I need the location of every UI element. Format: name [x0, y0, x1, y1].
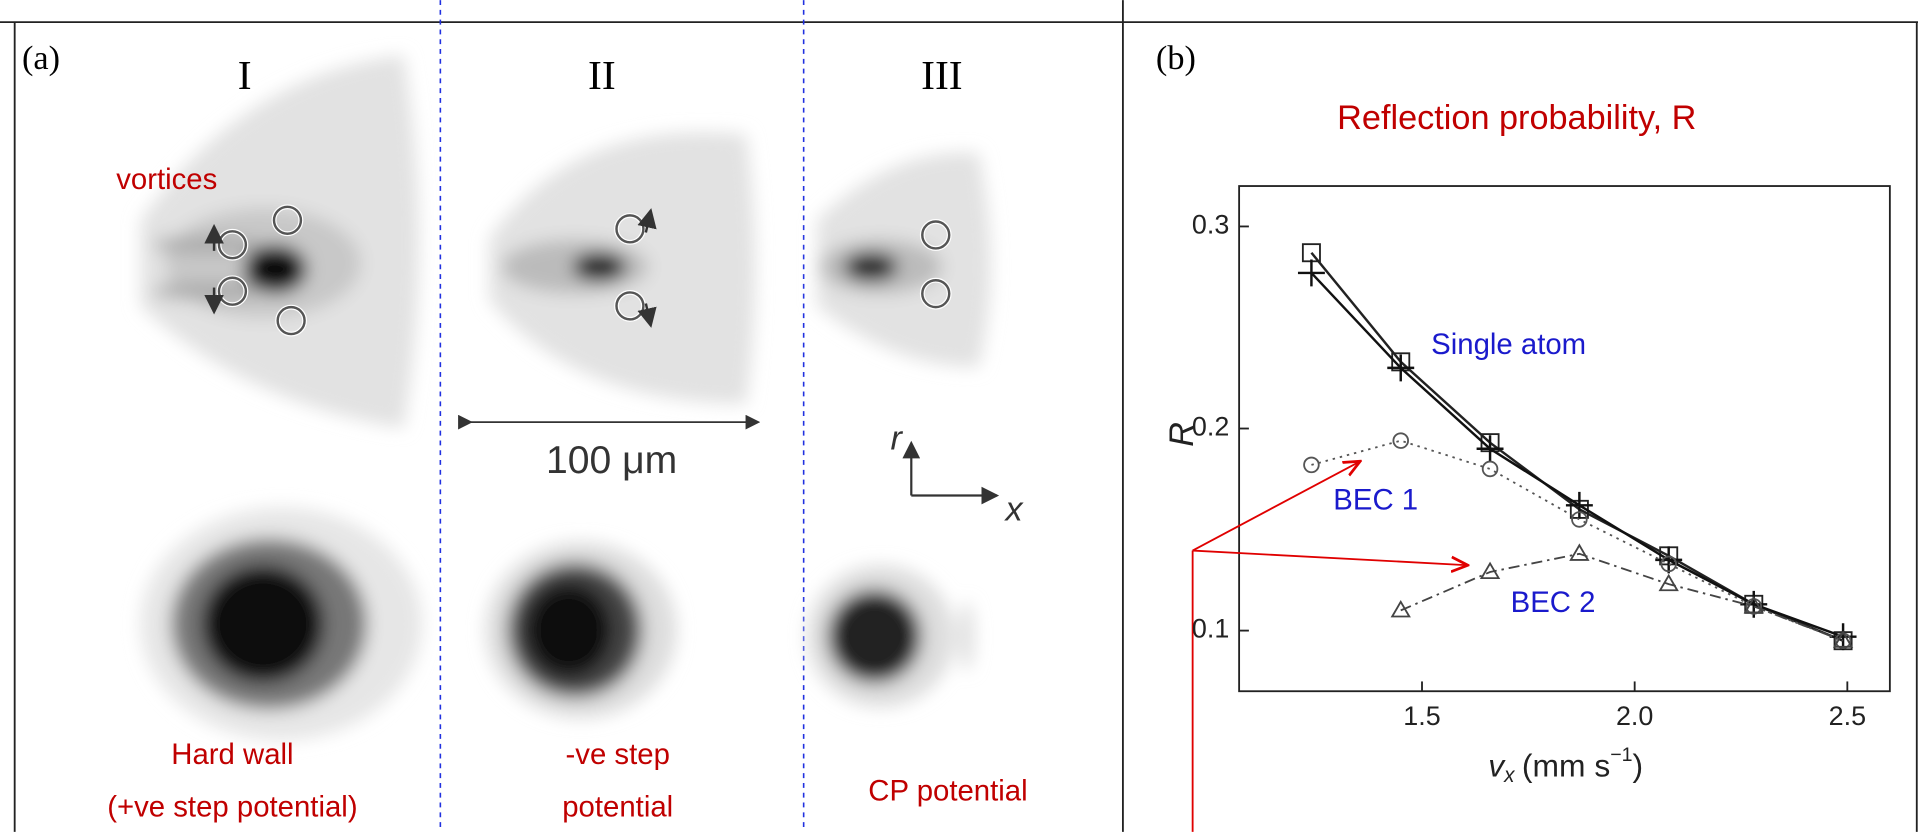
- x-tick-label: 2.0: [1616, 701, 1653, 731]
- axis-symbol: x: [1003, 490, 1024, 528]
- annotation: BEC 1: [1333, 483, 1418, 516]
- series-line: [1311, 253, 1843, 641]
- panel-label: (b): [1156, 39, 1196, 77]
- x-axis-label: vx(mm s−1): [1488, 744, 1643, 787]
- marker: [1483, 462, 1498, 477]
- caption: (+ve step potential): [107, 790, 357, 823]
- y-tick-label: 0.2: [1192, 412, 1229, 442]
- scale-label: 100 μm: [546, 439, 677, 482]
- x-tick-label: 1.5: [1403, 701, 1440, 731]
- marker: [1393, 433, 1408, 448]
- density-images: [141, 55, 997, 740]
- plot: 1.5 2.0 2.5 0.1 0.2 0.3 Single atom BEC 1 BEC 2: [1192, 210, 1866, 732]
- y-tick-label: 0.1: [1192, 614, 1229, 644]
- x-tick-label: 2.5: [1829, 701, 1866, 731]
- marker: [1392, 602, 1409, 617]
- chart-title: Reflection probability, R: [1337, 99, 1696, 137]
- series-line: [1401, 554, 1843, 641]
- column-label: III: [921, 52, 963, 98]
- caption: Hard wall: [171, 738, 293, 771]
- panel-label: (a): [22, 39, 60, 77]
- figure: (a) I II III vortices 100 μm r x Hard wa…: [0, 0, 1918, 832]
- column-label: II: [588, 52, 616, 98]
- marker: [1660, 576, 1677, 591]
- annotation: BEC 2: [1511, 586, 1596, 619]
- annotation: Single atom: [1431, 328, 1586, 361]
- caption: -ve step: [566, 738, 670, 771]
- y-tick-label: 0.3: [1192, 210, 1229, 240]
- pointer-arrows: [1193, 461, 1468, 832]
- annotation: vortices: [116, 163, 217, 196]
- axis-symbol: r: [891, 420, 904, 458]
- caption: potential: [562, 790, 673, 823]
- caption: CP potential: [868, 774, 1027, 807]
- marker: [1571, 545, 1588, 560]
- column-label: I: [238, 52, 252, 98]
